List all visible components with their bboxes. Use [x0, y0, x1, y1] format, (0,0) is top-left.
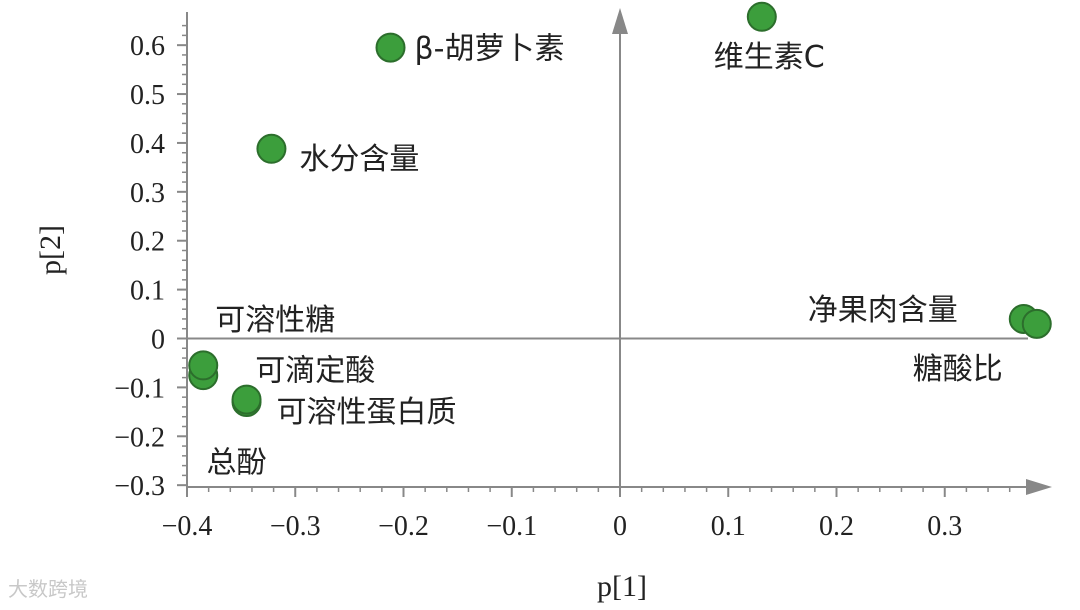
data-point-label: 可溶性蛋白质 [277, 395, 457, 430]
data-point-label: 可滴定酸 [255, 353, 375, 388]
x-tick-label: −0.3 [270, 511, 321, 542]
x-axis-arrow [1026, 479, 1052, 495]
x-tick-label: 0 [613, 511, 627, 542]
y-tick-label: −0.3 [114, 471, 165, 502]
y-tick-label: 0.5 [130, 80, 165, 111]
x-tick-label: −0.2 [378, 511, 429, 542]
y-tick-label: 0.6 [130, 31, 165, 62]
x-tick-label: 0.1 [711, 511, 746, 542]
y-tick-label: 0.2 [130, 227, 165, 258]
x-tick-label: 0.3 [927, 511, 962, 542]
data-point-label: 水分含量 [299, 142, 419, 177]
y-tick-label: 0.3 [130, 178, 165, 209]
data-point [746, 1, 777, 32]
data-point [375, 32, 406, 63]
watermark-text: 大数跨境 [8, 577, 88, 601]
data-point-label: 维生素C [714, 40, 825, 75]
x-tick-label: −0.1 [486, 511, 537, 542]
data-point-label: β-胡萝卜素 [415, 32, 565, 67]
y-tick-label: 0.4 [130, 129, 165, 160]
x-axis-title: p[1] [597, 570, 647, 603]
x-tick-label: 0.2 [819, 511, 854, 542]
data-point-label: 总酚 [207, 446, 267, 481]
data-point [188, 350, 219, 381]
data-point [231, 384, 262, 415]
y-tick-label: 0.1 [130, 276, 165, 307]
data-point [1021, 308, 1052, 339]
y-axis-title: p[2] [34, 225, 67, 275]
y-tick-label: −0.1 [114, 373, 165, 404]
data-point-label: 糖酸比 [913, 352, 1003, 387]
x-tick-label: −0.4 [162, 511, 213, 542]
data-point [256, 133, 287, 164]
data-point-label: 净果肉含量 [808, 293, 958, 328]
y-axis-arrow [612, 8, 628, 34]
y-tick-label: 0 [151, 325, 165, 356]
y-tick-label: −0.2 [114, 422, 165, 453]
data-point-label: 可溶性糖 [215, 303, 335, 338]
